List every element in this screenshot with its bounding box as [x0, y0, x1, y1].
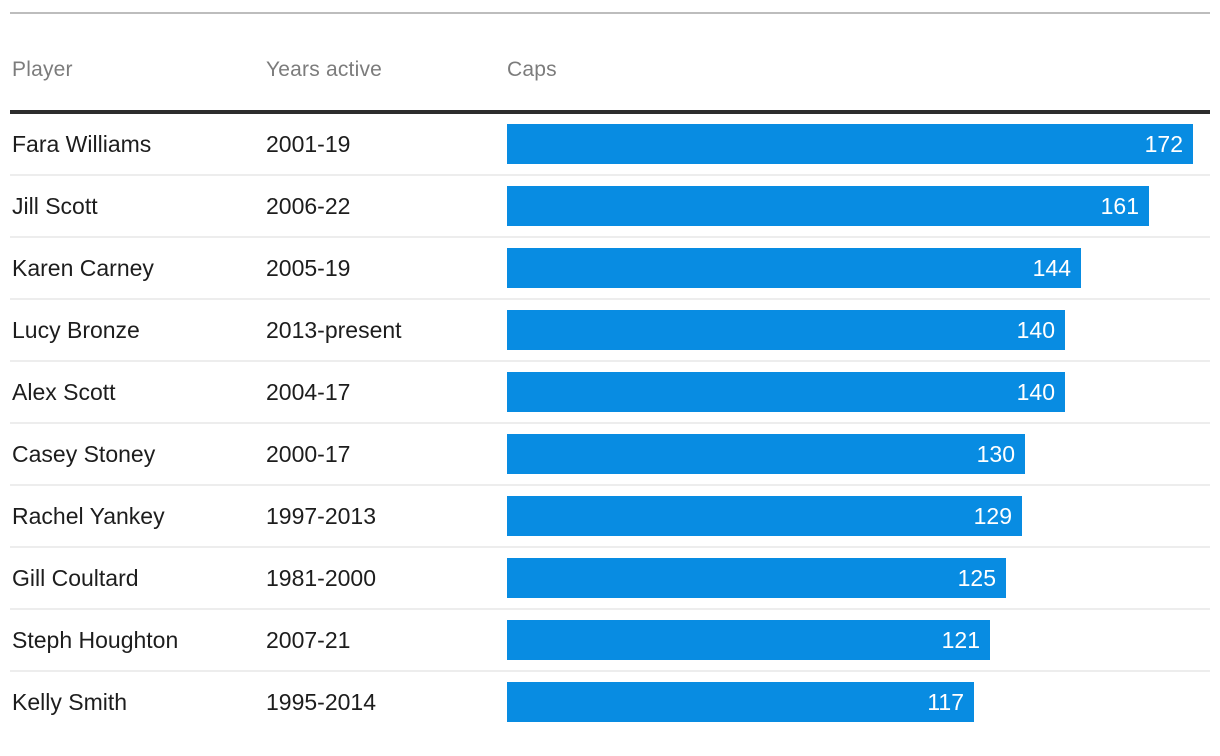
caps-bar-track: 144 [507, 248, 1200, 288]
player-name: Kelly Smith [12, 688, 128, 715]
years-active: 2007-21 [266, 626, 351, 653]
row-separator [10, 670, 1210, 672]
caps-value: 144 [1032, 254, 1071, 281]
player-name: Steph Houghton [12, 626, 179, 653]
caps-bar-track: 117 [507, 682, 1200, 722]
row-separator [10, 608, 1210, 610]
row-separator [10, 236, 1210, 238]
years-active: 2006-22 [266, 192, 351, 219]
caps-value: 125 [957, 564, 996, 591]
player-name: Lucy Bronze [12, 316, 140, 343]
caps-bar: 140 [507, 310, 1065, 350]
years-active: 1997-2013 [266, 502, 376, 529]
years-active: 2005-19 [266, 254, 351, 281]
caps-bar: 140 [507, 372, 1065, 412]
row-separator [10, 360, 1210, 362]
player-name: Gill Coultard [12, 564, 139, 591]
caps-bar: 129 [507, 496, 1022, 536]
table-row: Gill Coultard 1981-2000 125 [10, 548, 1210, 608]
caps-bar-track: 121 [507, 620, 1200, 660]
column-header-years: Years active [266, 58, 383, 81]
player-name: Karen Carney [12, 254, 154, 281]
table-row: Rachel Yankey 1997-2013 129 [10, 486, 1210, 546]
caps-bar-track: 161 [507, 186, 1200, 226]
player-name: Rachel Yankey [12, 502, 165, 529]
table-row: Kelly Smith 1995-2014 117 [10, 672, 1210, 732]
top-rule [10, 12, 1210, 14]
caps-bar: 125 [507, 558, 1006, 598]
caps-value: 129 [973, 502, 1012, 529]
caps-bar-track: 140 [507, 310, 1200, 350]
table-row: Lucy Bronze 2013-present 140 [10, 300, 1210, 360]
caps-value: 117 [927, 688, 964, 715]
caps-value: 172 [1144, 130, 1183, 157]
header-rule [10, 110, 1210, 114]
caps-value: 140 [1016, 378, 1055, 405]
table-row: Karen Carney 2005-19 144 [10, 238, 1210, 298]
row-separator [10, 174, 1210, 176]
caps-bar: 121 [507, 620, 990, 660]
caps-value: 140 [1016, 316, 1055, 343]
table-row: Alex Scott 2004-17 140 [10, 362, 1210, 422]
caps-bar: 117 [507, 682, 974, 722]
player-name: Fara Williams [12, 130, 152, 157]
caps-bar-track: 172 [507, 124, 1200, 164]
years-active: 1995-2014 [266, 688, 376, 715]
row-separator [10, 298, 1210, 300]
table-row: Fara Williams 2001-19 172 [10, 114, 1210, 174]
caps-bar-track: 125 [507, 558, 1200, 598]
years-active: 2000-17 [266, 440, 351, 467]
player-name: Alex Scott [12, 378, 116, 405]
years-active: 2013-present [266, 316, 402, 343]
caps-bar-track: 140 [507, 372, 1200, 412]
caps-value: 121 [941, 626, 980, 653]
table-row: Steph Houghton 2007-21 121 [10, 610, 1210, 670]
chart-container: Player Years active Caps Fara Williams 2… [10, 12, 1210, 732]
table-row: Jill Scott 2006-22 161 [10, 176, 1210, 236]
years-active: 2001-19 [266, 130, 351, 157]
row-separator [10, 484, 1210, 486]
column-header-caps: Caps [507, 58, 557, 81]
caps-bar-track: 129 [507, 496, 1200, 536]
years-active: 2004-17 [266, 378, 351, 405]
caps-bar: 161 [507, 186, 1149, 226]
caps-value: 130 [976, 440, 1015, 467]
row-separator [10, 422, 1210, 424]
caps-bar-track: 130 [507, 434, 1200, 474]
column-header-row: Player Years active Caps [10, 14, 1210, 110]
caps-value: 161 [1100, 192, 1139, 219]
rows-area: Fara Williams 2001-19 172 Jill Scott 200… [10, 114, 1210, 732]
table-row: Casey Stoney 2000-17 130 [10, 424, 1210, 484]
caps-bar: 172 [507, 124, 1193, 164]
caps-bar: 144 [507, 248, 1081, 288]
caps-bar: 130 [507, 434, 1025, 474]
years-active: 1981-2000 [266, 564, 376, 591]
row-separator [10, 546, 1210, 548]
player-name: Jill Scott [12, 192, 98, 219]
player-name: Casey Stoney [12, 440, 156, 467]
column-header-player: Player [12, 58, 73, 81]
